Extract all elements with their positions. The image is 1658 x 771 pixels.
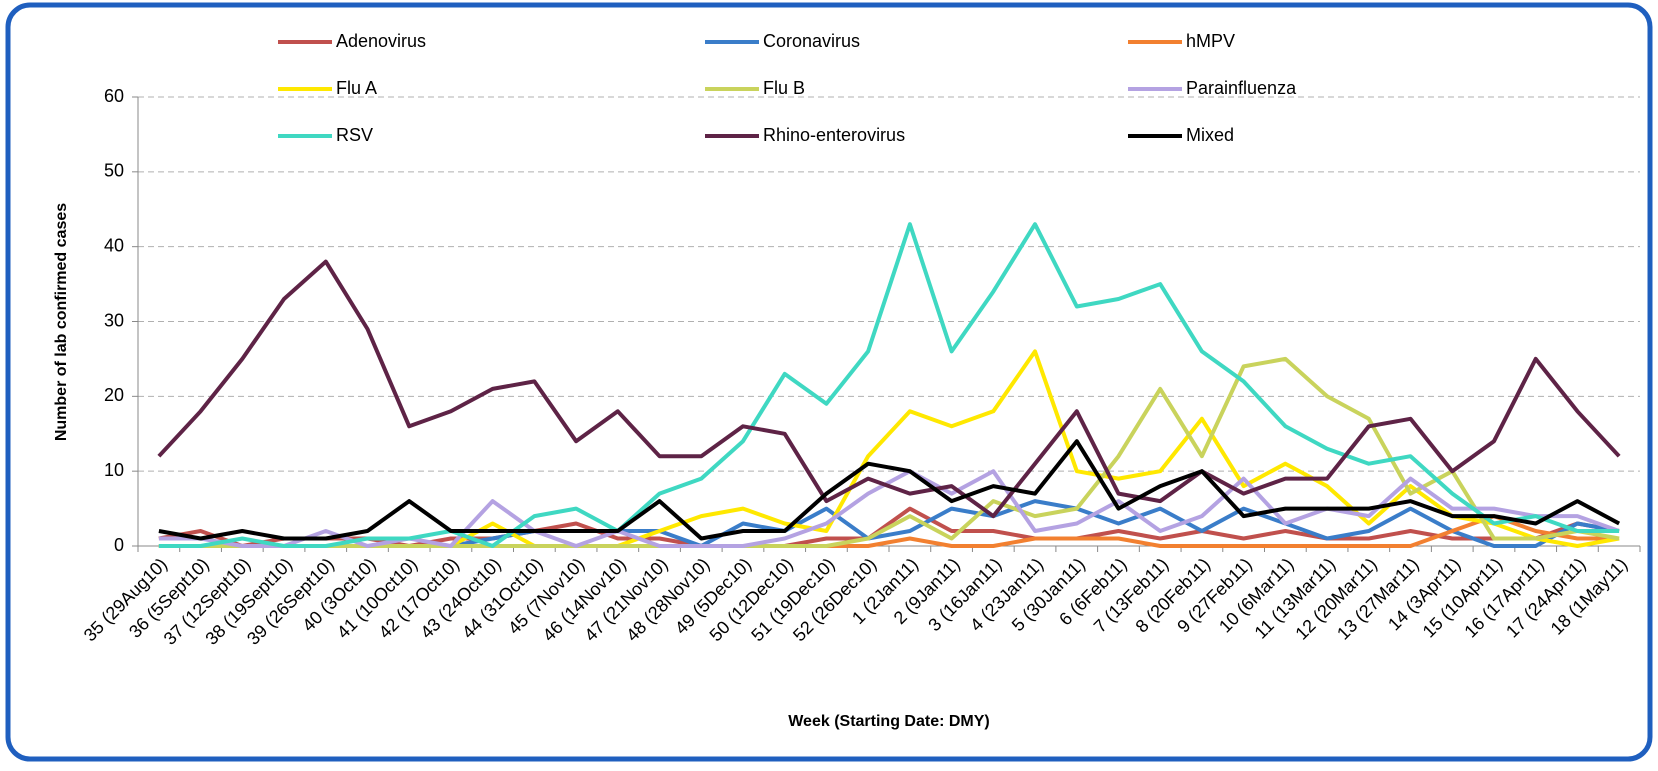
legend-label: Rhino-enterovirus bbox=[763, 125, 905, 145]
y-tick-label: 0 bbox=[114, 535, 124, 555]
series-line bbox=[158, 439, 1621, 541]
series-line bbox=[158, 222, 1620, 548]
legend-label: Flu A bbox=[336, 78, 377, 98]
legend-label: RSV bbox=[336, 125, 373, 145]
x-axis-title: Week (Starting Date: DMY) bbox=[788, 713, 990, 730]
y-tick-label: 50 bbox=[104, 161, 124, 181]
frame bbox=[5, 2, 1653, 762]
legend-label: Adenovirus bbox=[336, 31, 426, 51]
y-tick-label: 60 bbox=[104, 86, 124, 106]
y-tick-label: 30 bbox=[104, 310, 124, 330]
legend-label: Coronavirus bbox=[763, 31, 860, 51]
y-tick-label: 20 bbox=[104, 385, 124, 405]
y-axis-title: Number of lab confirmed cases bbox=[53, 203, 70, 441]
y-tick-label: 40 bbox=[104, 235, 124, 255]
y-tick-label: 10 bbox=[104, 460, 124, 480]
legend-label: Mixed bbox=[1186, 125, 1234, 145]
series-line bbox=[158, 356, 1620, 548]
legend-label: hMPV bbox=[1186, 31, 1235, 51]
legend-label: Flu B bbox=[763, 78, 805, 98]
legend-label: Parainfluenza bbox=[1186, 78, 1297, 98]
series-line bbox=[157, 259, 1621, 519]
